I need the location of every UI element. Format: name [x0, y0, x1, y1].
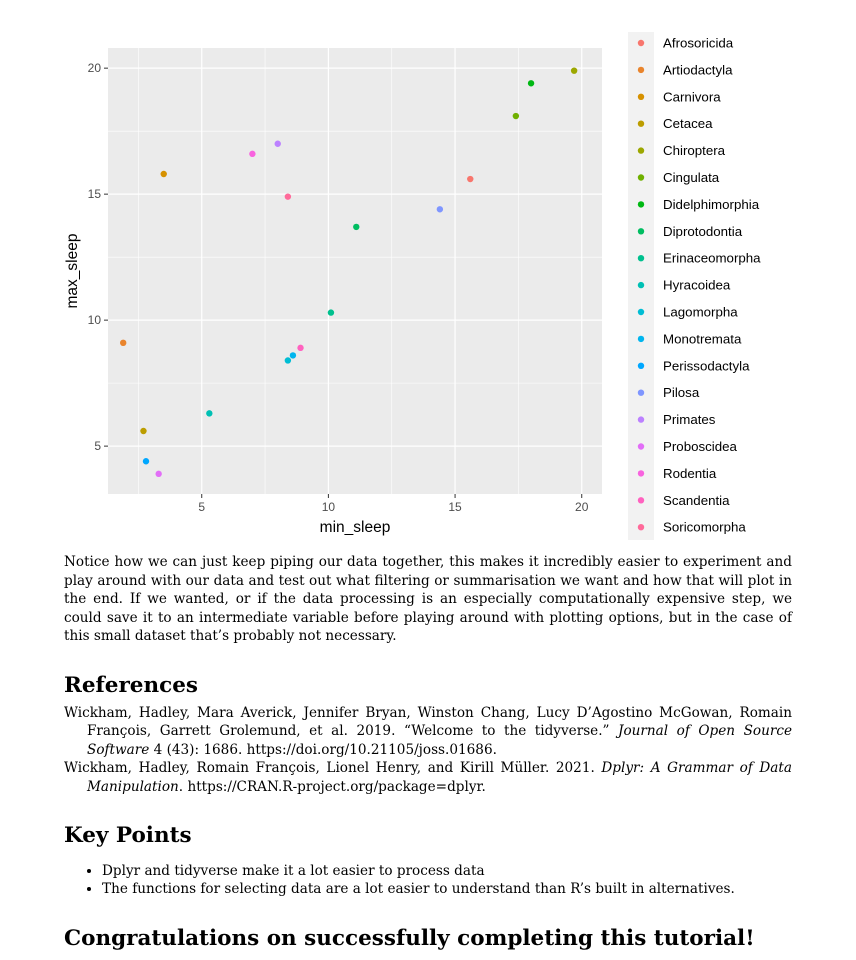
legend-label: Afrosoricida [663, 36, 734, 51]
legend-label: Carnivora [663, 89, 721, 104]
data-point [289, 352, 297, 359]
body-paragraph: Notice how we can just keep piping our d… [64, 554, 792, 645]
legend-label: Rodentia [663, 466, 717, 481]
legend-label: Proboscidea [663, 439, 738, 454]
data-point [160, 170, 167, 178]
legend-label: Scandentia [663, 493, 730, 508]
y-axis-title: max_sleep [64, 234, 81, 309]
reference-item: Wickham, Hadley, Mara Averick, Jennifer … [64, 705, 793, 758]
legend-key [637, 147, 645, 154]
legend-label: Artiodactyla [663, 62, 733, 77]
y-tick-label: 5 [94, 439, 101, 453]
references-list: Wickham, Hadley, Mara Averick, Jennifer … [64, 704, 792, 796]
data-points [120, 67, 578, 478]
data-point [436, 206, 444, 213]
y-tick-label: 10 [88, 313, 102, 327]
data-point [206, 410, 213, 417]
legend-key [637, 443, 645, 450]
data-point [527, 80, 535, 87]
reference-item: Wickham, Hadley, Romain François, Lionel… [64, 760, 792, 795]
data-point [570, 67, 578, 74]
legend-key [637, 228, 645, 235]
legend-key [637, 39, 645, 47]
legend-key [637, 335, 645, 343]
legend-label: Diprotodontia [663, 224, 743, 239]
x-axis-title: min_sleep [320, 519, 391, 536]
references-heading: References [64, 673, 198, 698]
legend-key [637, 389, 645, 396]
data-point [353, 223, 360, 231]
data-point [249, 150, 256, 158]
scatter-chart: 5 10 15 20 5 10 15 20 min_sleep max_sleep Afro… [64, 32, 761, 540]
minor-gridlines [108, 48, 602, 494]
legend-label: Perissodactyla [663, 358, 750, 373]
x-tick-label: 5 [198, 500, 205, 514]
data-point [120, 339, 127, 347]
legend-key [637, 416, 645, 423]
data-point [140, 427, 147, 435]
key-points-heading: Key Points [64, 823, 192, 848]
legend-label: Erinaceomorpha [663, 251, 761, 266]
congratulations-heading: Congratulations on successfully completi… [64, 926, 755, 951]
legend-key [637, 497, 645, 504]
legend-label: Primates [663, 412, 716, 427]
data-point [274, 140, 281, 147]
legend-label: Hyracoidea [663, 278, 731, 293]
key-points-list: Dplyr and tidyverse make it a lot easier… [64, 862, 830, 899]
legend-key [637, 201, 645, 208]
legend-label: Monotremata [663, 331, 742, 346]
data-point [297, 344, 304, 352]
data-point [284, 193, 292, 200]
plot-panel [108, 48, 602, 494]
y-tick-label: 20 [88, 61, 102, 75]
data-point [327, 309, 335, 316]
legend-key [637, 93, 645, 101]
data-point [284, 357, 292, 364]
x-axis-ticks: 5 10 15 20 [198, 494, 589, 514]
legend-label: Lagomorpha [663, 305, 738, 320]
data-point [467, 175, 474, 183]
key-point-item: Dplyr and tidyverse make it a lot easier… [102, 862, 830, 880]
legend-label: Pilosa [663, 385, 700, 400]
x-tick-label: 20 [575, 500, 589, 514]
x-tick-label: 10 [322, 500, 336, 514]
x-tick-label: 15 [448, 500, 462, 514]
legend-label: Cetacea [663, 116, 713, 131]
y-tick-label: 15 [88, 187, 102, 201]
legend-key [637, 174, 645, 181]
legend-key [637, 308, 645, 316]
legend-key [637, 362, 645, 369]
data-point [142, 458, 150, 465]
data-point [512, 112, 520, 120]
data-point [155, 470, 162, 478]
legend: Afrosoricida Artiodactyla Carnivora Cetacea… [637, 36, 761, 535]
legend-key [637, 470, 645, 477]
legend-key [637, 255, 645, 262]
legend-key [637, 524, 645, 531]
legend-key [637, 120, 645, 127]
y-axis-ticks: 5 10 15 20 [88, 61, 108, 453]
legend-label: Chiroptera [663, 143, 726, 158]
key-point-item: The functions for selecting data are a l… [102, 880, 830, 898]
legend-label: Soricomorpha [663, 520, 746, 535]
legend-key [637, 66, 645, 74]
legend-key [637, 281, 645, 289]
legend-label: Cingulata [663, 170, 720, 185]
major-gridlines [108, 48, 602, 494]
legend-label: Didelphimorphia [663, 197, 760, 212]
